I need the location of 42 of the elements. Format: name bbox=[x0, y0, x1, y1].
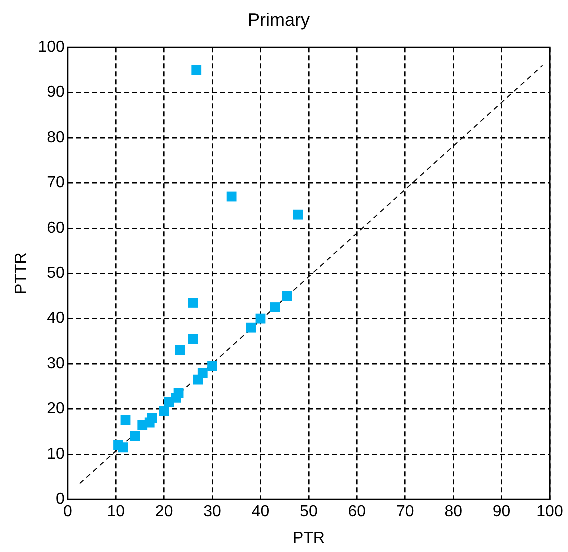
x-tick-label: 70 bbox=[396, 504, 414, 521]
x-tick-label: 90 bbox=[492, 504, 511, 521]
point bbox=[293, 210, 304, 220]
y-tick-label: 30 bbox=[47, 355, 65, 372]
y-tick-label: 0 bbox=[56, 491, 65, 508]
point bbox=[147, 413, 158, 424]
y-tick-label: 40 bbox=[47, 310, 65, 328]
point bbox=[188, 334, 198, 344]
point bbox=[282, 291, 292, 302]
x-tick-label: 50 bbox=[300, 504, 318, 521]
point bbox=[198, 368, 208, 378]
point bbox=[130, 431, 140, 442]
y-tick-label: 90 bbox=[47, 84, 65, 102]
x-tick-label: 20 bbox=[155, 504, 174, 521]
x-tick-label: 80 bbox=[444, 504, 463, 521]
point bbox=[175, 345, 186, 356]
x-tick-label: 10 bbox=[107, 504, 126, 521]
point bbox=[246, 322, 256, 333]
point bbox=[118, 442, 128, 453]
y-tick-label: 80 bbox=[47, 129, 65, 146]
point bbox=[226, 192, 237, 202]
x-axis-title: PTR bbox=[292, 530, 325, 547]
y-tick-label: 20 bbox=[47, 400, 65, 418]
y-tick-label: 60 bbox=[47, 220, 65, 237]
y-tick-label: 70 bbox=[47, 174, 65, 192]
y-tick-label: 10 bbox=[47, 446, 65, 463]
point bbox=[208, 361, 218, 372]
y-axis-title: PTTR bbox=[13, 252, 30, 294]
x-tick-label: 100 bbox=[536, 504, 564, 521]
point bbox=[174, 388, 184, 398]
point bbox=[256, 314, 266, 324]
chart-title: Primary bbox=[248, 10, 310, 30]
x-tick-label: 30 bbox=[204, 504, 222, 521]
y-tick-label: 100 bbox=[38, 39, 65, 56]
x-tick-label: 40 bbox=[252, 504, 270, 521]
point bbox=[270, 302, 280, 312]
y-tick-label: 50 bbox=[47, 265, 65, 282]
point bbox=[188, 298, 198, 308]
x-tick-label: 60 bbox=[348, 504, 366, 521]
point bbox=[120, 416, 131, 426]
point bbox=[159, 406, 170, 416]
point bbox=[192, 65, 202, 76]
